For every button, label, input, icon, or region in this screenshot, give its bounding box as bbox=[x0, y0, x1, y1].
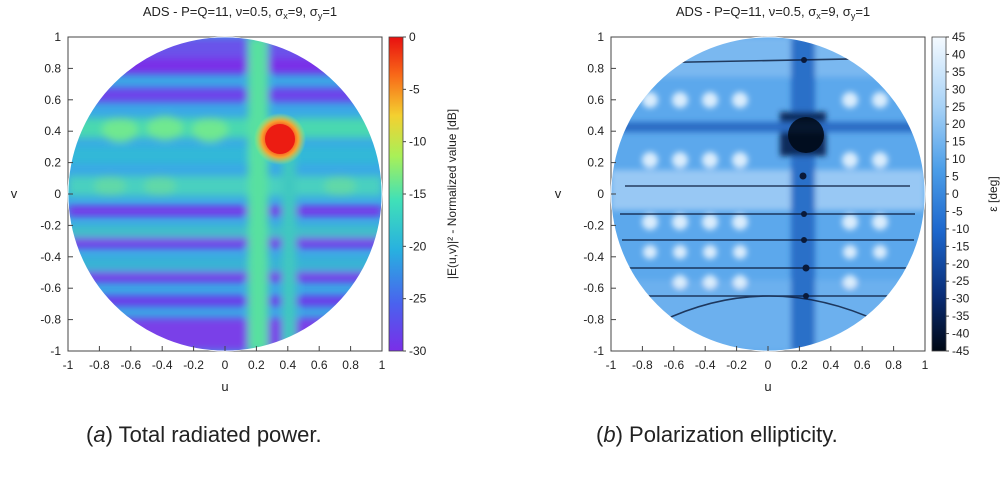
colorbar-tick-label: -20 bbox=[409, 239, 427, 253]
x-tick-label: 0 bbox=[765, 358, 772, 372]
chart-a-title: ADS - P=Q=11, ν=0.5, σx=9, σy=1 bbox=[143, 4, 337, 21]
y-tick-label: 1 bbox=[54, 30, 61, 44]
colorbar-tick-label: 35 bbox=[952, 65, 966, 79]
x-tick-label: -1 bbox=[63, 358, 74, 372]
chart-b-heatmap bbox=[611, 37, 925, 351]
colorbar-tick-label: 20 bbox=[952, 117, 966, 131]
y-tick-label: 0.8 bbox=[44, 61, 61, 75]
x-tick-label: -0.4 bbox=[152, 358, 173, 372]
x-tick-label: 1 bbox=[922, 358, 929, 372]
y-tick-label: -0.8 bbox=[583, 313, 604, 327]
chart-b-xlabel: u bbox=[764, 379, 771, 394]
x-tick-label: -0.4 bbox=[695, 358, 716, 372]
colorbar-tick-label: 45 bbox=[952, 30, 966, 44]
y-tick-label: -0.4 bbox=[583, 250, 604, 264]
colorbar-tick-label: -30 bbox=[952, 292, 970, 306]
y-tick-label: 0 bbox=[54, 187, 61, 201]
chart-a-heatmap bbox=[68, 37, 382, 351]
y-tick-label: 0.2 bbox=[44, 156, 61, 170]
x-tick-label: -0.6 bbox=[663, 358, 684, 372]
chart-b-colorbar-label: ε [deg] bbox=[986, 176, 1000, 211]
y-tick-label: 0 bbox=[597, 187, 604, 201]
caption-a-text: Total radiated power. bbox=[112, 422, 322, 447]
x-tick-label: 0.2 bbox=[248, 358, 265, 372]
x-tick-label: -0.6 bbox=[120, 358, 141, 372]
y-tick-label: 0.6 bbox=[44, 93, 61, 107]
colorbar-tick-label: 15 bbox=[952, 135, 966, 149]
colorbar-tick-label: -35 bbox=[952, 309, 970, 323]
x-tick-label: -0.8 bbox=[89, 358, 110, 372]
caption-a-label: a bbox=[93, 422, 106, 447]
chart-b-colorbar-ticks: 45 40 35 30 25 20 15 10 5 0 -5 -10 -15 -20 -25 -30 -35 -4… bbox=[946, 30, 970, 358]
colorbar-tick-label: -5 bbox=[409, 82, 420, 96]
x-tick-label: 0.8 bbox=[885, 358, 902, 372]
x-tick-label: 0.6 bbox=[311, 358, 328, 372]
chart-a-xlabel: u bbox=[221, 379, 228, 394]
chart-a-x-ticks: -1 -0.8 -0.6 -0.4 -0.2 0 0.2 0.4 0.6 0.8 1 bbox=[63, 346, 386, 372]
x-tick-label: 0.2 bbox=[791, 358, 808, 372]
colorbar-tick-label: -25 bbox=[409, 292, 427, 306]
y-tick-label: 0.2 bbox=[587, 156, 604, 170]
chart-a-y-ticks: 1 0.8 0.6 0.4 0.2 0 -0.2 -0.4 -0.6 -0.8 -1 bbox=[40, 30, 73, 358]
colorbar-tick-label: -15 bbox=[952, 239, 970, 253]
y-tick-label: -0.2 bbox=[583, 218, 604, 232]
colorbar-tick-label: -40 bbox=[952, 327, 970, 341]
colorbar-tick-label: 0 bbox=[409, 30, 416, 44]
x-tick-label: 0.4 bbox=[822, 358, 839, 372]
y-tick-label: -0.2 bbox=[40, 218, 61, 232]
x-tick-label: 0.6 bbox=[854, 358, 871, 372]
chart-a: ADS - P=Q=11, ν=0.5, σx=9, σy=1 bbox=[11, 4, 459, 394]
colorbar-tick-label: 40 bbox=[952, 47, 966, 61]
chart-b-ylabel: v bbox=[555, 186, 562, 201]
colorbar-tick-label: -25 bbox=[952, 274, 970, 288]
y-tick-label: -1 bbox=[593, 344, 604, 358]
chart-a-colorbar-label: |E(u,v)|² - Normalized value [dB] bbox=[445, 109, 459, 279]
y-tick-label: -1 bbox=[50, 344, 61, 358]
x-tick-label: -0.2 bbox=[726, 358, 747, 372]
caption-b-label: b bbox=[603, 422, 616, 447]
colorbar-tick-label: -20 bbox=[952, 257, 970, 271]
x-tick-label: -0.8 bbox=[632, 358, 653, 372]
y-tick-label: 0.4 bbox=[44, 124, 61, 138]
chart-b-title: ADS - P=Q=11, ν=0.5, σx=9, σy=1 bbox=[676, 4, 870, 21]
colorbar-tick-label: 5 bbox=[952, 170, 959, 184]
chart-b-y-ticks: 1 0.8 0.6 0.4 0.2 0 -0.2 -0.4 -0.6 -0.8 -1 bbox=[583, 30, 616, 358]
x-tick-label: 0 bbox=[222, 358, 229, 372]
y-tick-label: -0.6 bbox=[583, 281, 604, 295]
y-tick-label: 0.4 bbox=[587, 124, 604, 138]
colorbar-tick-label: -15 bbox=[409, 187, 427, 201]
chart-a-ylabel: v bbox=[11, 186, 18, 201]
caption-b-text: Polarization ellipticity. bbox=[622, 422, 838, 447]
colorbar-tick-label: 10 bbox=[952, 152, 966, 166]
colorbar-tick-label: -5 bbox=[952, 204, 963, 218]
colorbar-tick-label: -10 bbox=[409, 135, 427, 149]
y-tick-label: 1 bbox=[597, 30, 604, 44]
caption-b: (b) Polarization ellipticity. bbox=[596, 422, 838, 447]
chart-b-x-ticks: -1 -0.8 -0.6 -0.4 -0.2 0 0.2 0.4 0.6 0.8 1 bbox=[606, 346, 929, 372]
y-tick-label: -0.6 bbox=[40, 281, 61, 295]
x-tick-label: 0.4 bbox=[279, 358, 296, 372]
x-tick-label: -1 bbox=[606, 358, 617, 372]
x-tick-label: 0.8 bbox=[342, 358, 359, 372]
y-tick-label: -0.8 bbox=[40, 313, 61, 327]
y-tick-label: 0.6 bbox=[587, 93, 604, 107]
colorbar-tick-label: -30 bbox=[409, 344, 427, 358]
colorbar-tick-label: -45 bbox=[952, 344, 970, 358]
figure: ADS - P=Q=11, ν=0.5, σx=9, σy=1 bbox=[11, 4, 1000, 394]
colorbar-tick-label: 30 bbox=[952, 82, 966, 96]
chart-a-colorbar-ticks: 0 -5 -10 -15 -20 -25 -30 bbox=[403, 30, 427, 358]
y-tick-label: 0.8 bbox=[587, 61, 604, 75]
colorbar-tick-label: -10 bbox=[952, 222, 970, 236]
x-tick-label: 1 bbox=[379, 358, 386, 372]
colorbar-tick-label: 25 bbox=[952, 100, 966, 114]
colorbar-tick-label: 0 bbox=[952, 187, 959, 201]
x-tick-label: -0.2 bbox=[183, 358, 204, 372]
chart-a-colorbar: 0 -5 -10 -15 -20 -25 -30 |E(u,v)|² - Normalize… bbox=[388, 30, 459, 358]
y-tick-label: -0.4 bbox=[40, 250, 61, 264]
chart-b-colorbar: 45 40 35 30 25 20 15 10 5 0 -5 -10 -15 -20 -25 -30 -35 -4… bbox=[931, 30, 1000, 358]
chart-b: ADS - P=Q=11, ν=0.5, σx=9, σy=1 bbox=[555, 4, 1000, 394]
caption-a: (a) Total radiated power. bbox=[86, 422, 322, 447]
